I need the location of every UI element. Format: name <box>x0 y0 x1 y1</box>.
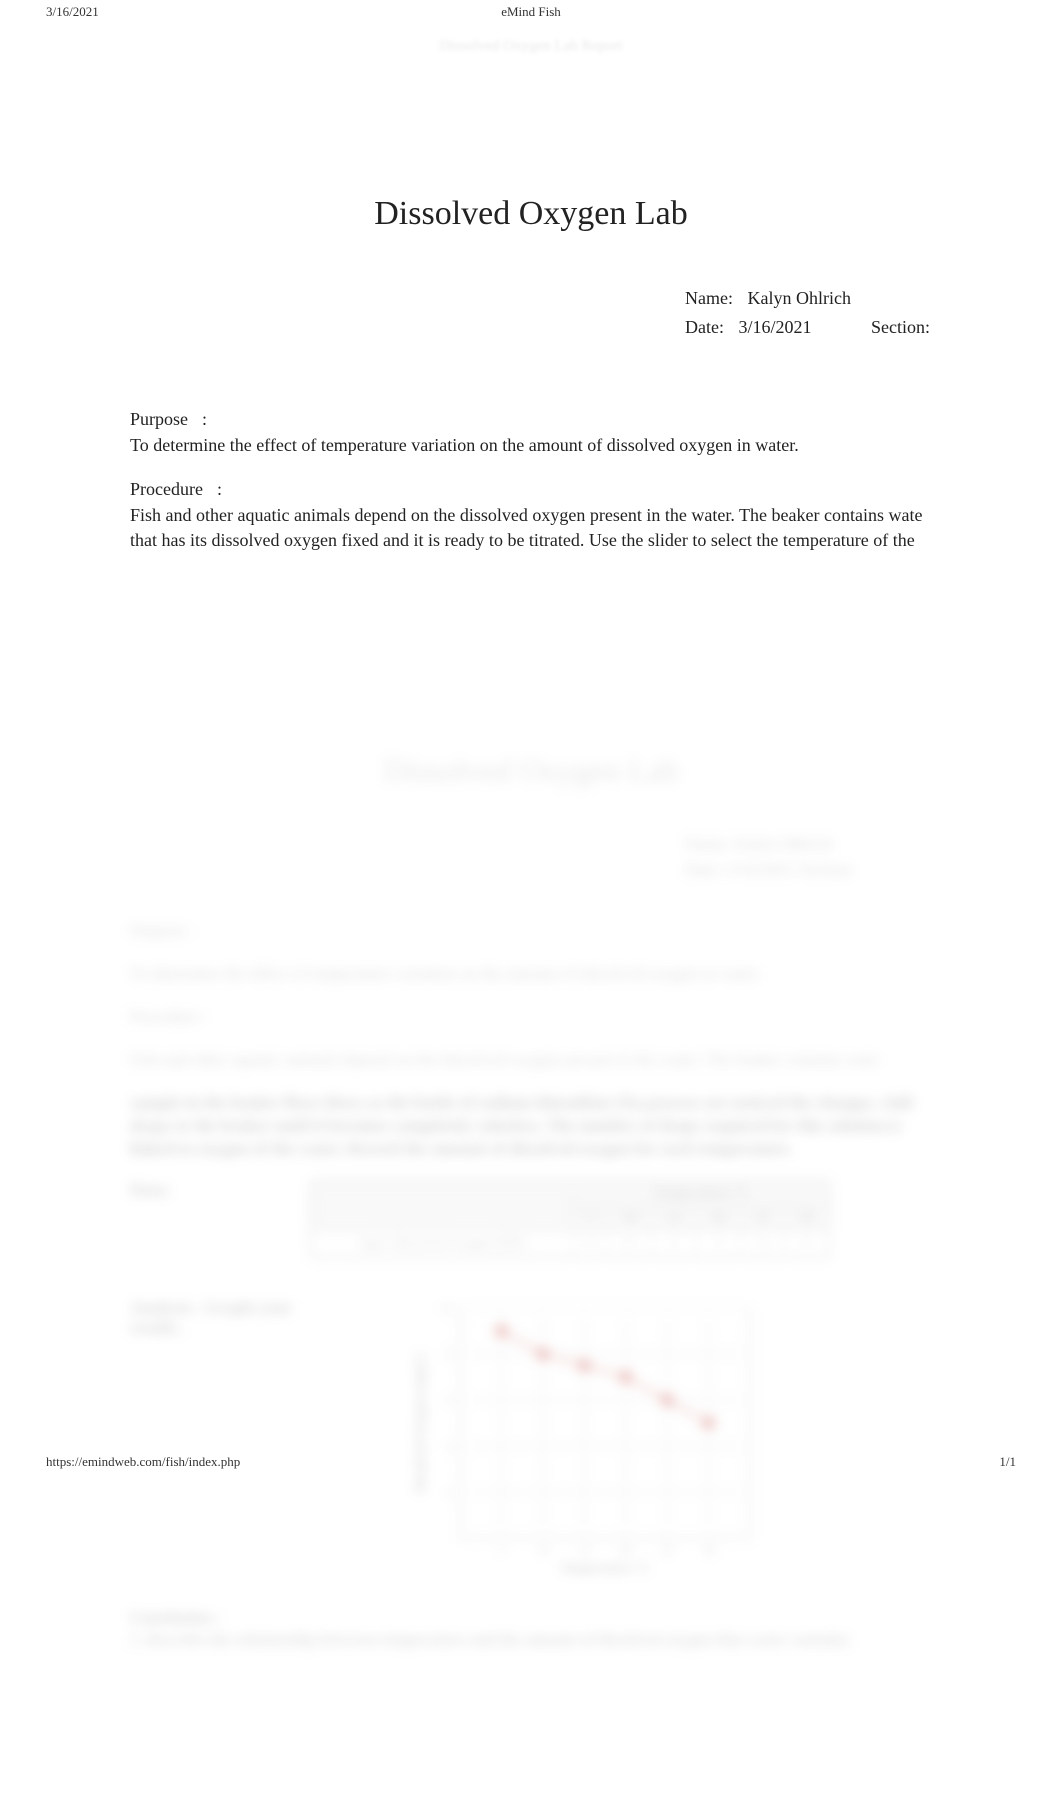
table-value-cell: 5 <box>784 1232 829 1258</box>
table-header-main: Temperature °C <box>574 1181 829 1207</box>
table-value-cell: 9 <box>574 1232 608 1258</box>
table-temp-header: 20 <box>696 1207 740 1232</box>
svg-text:25: 25 <box>661 1543 673 1557</box>
procedure-text: Fish and other aquatic animals depend on… <box>130 503 932 552</box>
svg-text:6: 6 <box>446 1393 452 1407</box>
header-date: 3/16/2021 <box>46 4 99 20</box>
analysis-label: Analysis : Graph your results . <box>130 1298 330 1338</box>
scatter-chart: 2 4 6 8 10 5 10 15 20 25 30 Temperature °C Dissolved… <box>410 1298 770 1578</box>
svg-text:5: 5 <box>498 1543 504 1557</box>
ghost-procedure-heading: Procedure : <box>130 1006 932 1029</box>
svg-text:4: 4 <box>446 1439 452 1453</box>
svg-text:15: 15 <box>578 1543 590 1557</box>
svg-text:10: 10 <box>440 1301 452 1315</box>
table-value-cell: 7 <box>652 1232 696 1258</box>
ghost-purpose-heading: Purpose : <box>130 920 932 943</box>
svg-text:Dissolved Oxygen (mg/L): Dissolved Oxygen (mg/L) <box>412 1353 427 1493</box>
ghost-date-line: Date: 3/16/2021 Section: <box>685 860 932 880</box>
ghost-name-line: Name: Kalyn Ohlrich <box>685 834 932 854</box>
page-footer: https://emindweb.com/fish/index.php 1/1 <box>0 1454 1062 1470</box>
conclusion-question: 1. Describe the relationship between tem… <box>130 1632 932 1650</box>
svg-text:Temperature °C: Temperature °C <box>560 1560 650 1575</box>
ghost-section: Dissolved Oxygen Lab Name: Kalyn Ohlrich… <box>130 752 932 1651</box>
lab-title: Dissolved Oxygen Lab <box>130 195 932 233</box>
footer-pagenum: 1/1 <box>999 1454 1016 1470</box>
analysis-row: Analysis : Graph your results . 2 4 6 8 10 5 1… <box>130 1298 932 1578</box>
name-label: Name: <box>685 288 733 309</box>
svg-text:8: 8 <box>446 1347 452 1361</box>
meta-block: Name: Kalyn Ohlrich Date: 3/16/2021 Sect… <box>685 288 932 359</box>
data-label: Data: <box>130 1180 310 1200</box>
faded-subtitle: Dissolved Oxygen Lab Report <box>0 38 1062 55</box>
chart-container: 2 4 6 8 10 5 10 15 20 25 30 Temperature °C Dissolved… <box>410 1298 770 1578</box>
svg-text:30: 30 <box>703 1543 715 1557</box>
table-value-cell: 7 <box>696 1232 740 1258</box>
conclusion-heading: Conclusion : <box>130 1608 932 1628</box>
table-temp-header: 15 <box>652 1207 696 1232</box>
ghost-bold-para: sample in the beaker flows liters as the… <box>130 1092 932 1161</box>
ghost-title: Dissolved Oxygen Lab <box>130 752 932 789</box>
table-value-cell: 6 <box>740 1232 784 1258</box>
ghost-meta: Name: Kalyn Ohlrich Date: 3/16/2021 Sect… <box>685 834 932 880</box>
table-temp-header: 5 <box>574 1207 608 1232</box>
svg-text:2: 2 <box>446 1485 452 1499</box>
name-value: Kalyn Ohlrich <box>747 288 850 309</box>
table-temp-header: 30 <box>784 1207 829 1232</box>
svg-text:10: 10 <box>537 1543 549 1557</box>
svg-text:20: 20 <box>620 1543 632 1557</box>
table-row-label: mg/L Dissolved oxygen (DO) <box>311 1232 574 1258</box>
footer-url: https://emindweb.com/fish/index.php <box>46 1454 240 1470</box>
data-row: Data: Temperature °C 51015202530 mg/L Di… <box>130 1180 932 1258</box>
conclusion-block: Conclusion : 1. Describe the relationshi… <box>130 1608 932 1650</box>
procedure-heading: Procedure: <box>130 479 932 500</box>
table-temp-header: 25 <box>740 1207 784 1232</box>
data-table: Temperature °C 51015202530 mg/L Dissolve… <box>310 1180 830 1258</box>
purpose-text: To determine the effect of temperature v… <box>130 433 932 457</box>
date-value: 3/16/2021 <box>738 317 811 338</box>
main-content: Dissolved Oxygen Lab Name: Kalyn Ohlrich… <box>0 195 1062 1650</box>
ghost-procedure-text: Fish and other aquatic animals depend on… <box>130 1049 932 1072</box>
table-temp-header: 10 <box>608 1207 652 1232</box>
page-header: 3/16/2021 eMind Fish <box>0 0 1062 20</box>
header-title: eMind Fish <box>501 4 561 20</box>
section-label: Section: <box>871 317 930 338</box>
date-label: Date: <box>685 317 724 338</box>
table-value-cell: 8 <box>608 1232 652 1258</box>
purpose-heading: Purpose: <box>130 409 932 430</box>
ghost-purpose-text: To determine the effect of temperature v… <box>130 963 932 986</box>
